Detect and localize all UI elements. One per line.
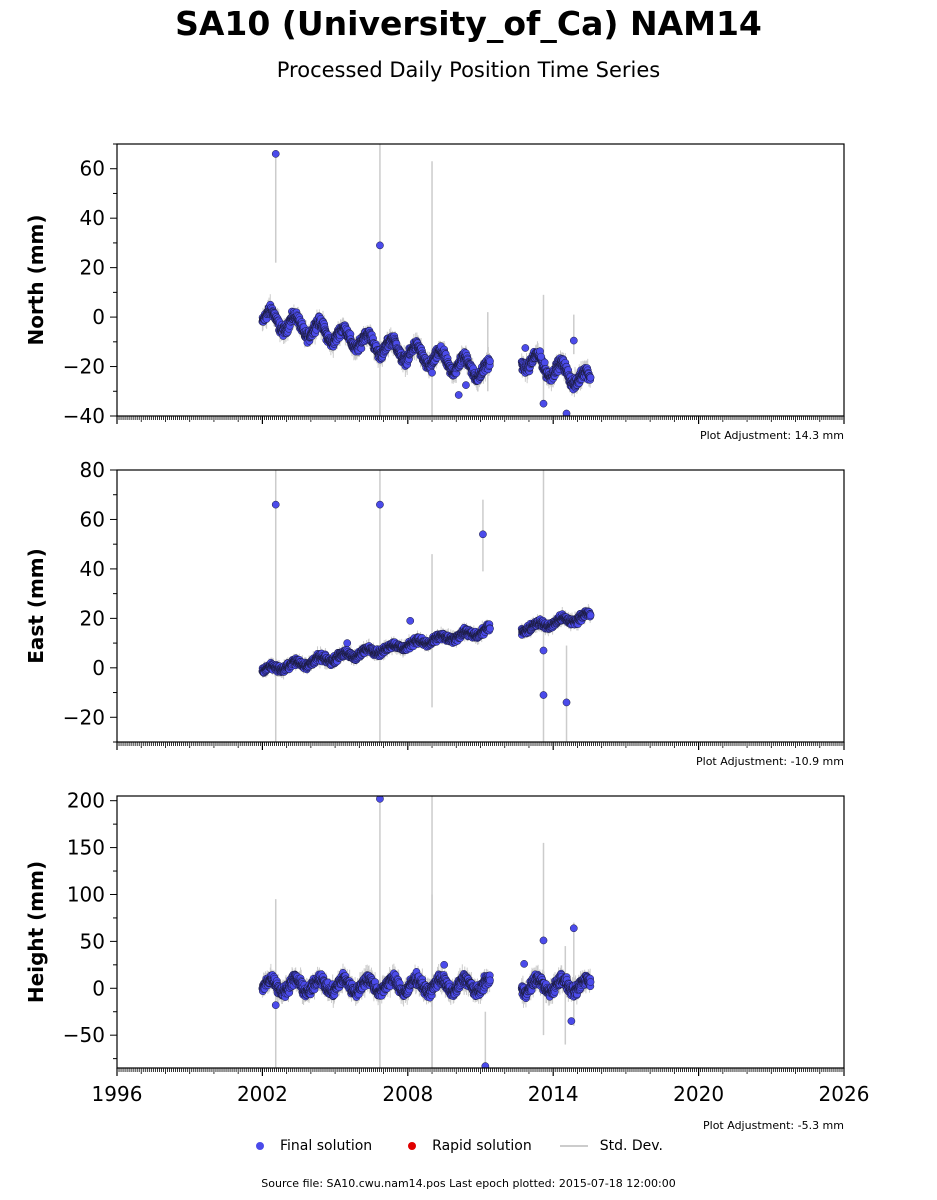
panel-0: −40 −20 0 20 40 60 North (mm) (24, 143, 845, 428)
panel-2-marks (258, 796, 595, 1068)
outlier-point (539, 691, 548, 699)
outlier-point (539, 646, 548, 655)
outlier-point (406, 616, 415, 625)
outlier-point (454, 391, 463, 399)
data-point (586, 611, 595, 620)
y-tick-label: −40 (63, 404, 105, 428)
y-tick-label: 60 (80, 507, 105, 531)
panel-1-marks (258, 470, 595, 742)
y-axis-label: North (mm) (24, 214, 48, 345)
data-point (486, 624, 494, 633)
chart-title: SA10 (University_of_Ca) NAM14 (175, 4, 762, 43)
outlier-point (562, 409, 571, 416)
outlier-point (343, 639, 352, 647)
outlier-point (569, 336, 578, 345)
panel-0-marks (258, 144, 595, 416)
outlier-point (271, 150, 280, 158)
outlier-point (376, 500, 384, 509)
outlier-point (539, 399, 548, 408)
outlier-point (376, 241, 384, 250)
y-tick-label: 40 (80, 206, 105, 230)
outlier-point (271, 500, 280, 509)
y-tick-label: 60 (80, 157, 105, 181)
outlier-point (428, 368, 436, 377)
y-tick-label: −20 (63, 705, 105, 729)
y-tick-label: 0 (92, 305, 105, 329)
outlier-point (479, 530, 487, 539)
data-point (586, 373, 595, 382)
chart-subtitle: Processed Daily Position Time Series (276, 58, 661, 82)
y-axis-label: East (mm) (24, 548, 48, 664)
panel-1-frame (116, 469, 845, 743)
panel-1: −20 0 20 40 60 80 East (mm) (24, 458, 845, 750)
y-tick-label: 80 (80, 458, 105, 482)
data-point (486, 357, 494, 366)
outlier-point (462, 381, 470, 389)
y-tick-label: 20 (80, 606, 105, 630)
outlier-point (521, 344, 530, 352)
y-tick-label: 0 (92, 656, 105, 680)
outlier-point (562, 698, 571, 707)
y-tick-label: −20 (63, 355, 105, 379)
y-tick-label: 20 (80, 256, 105, 280)
y-tick-label: 40 (80, 557, 105, 581)
outlier-point (537, 352, 545, 361)
